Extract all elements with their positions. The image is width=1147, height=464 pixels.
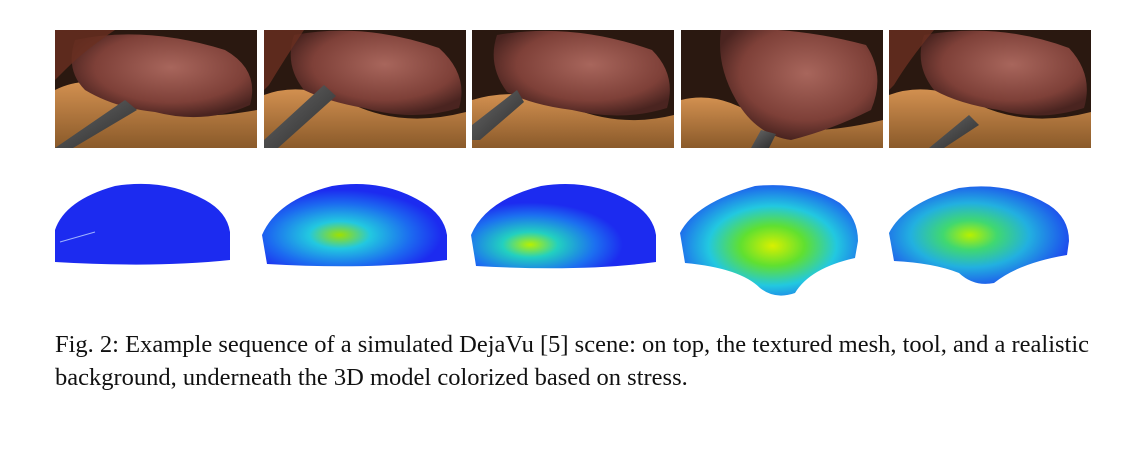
scene-frame-1 <box>55 30 257 148</box>
stress-frame-5 <box>889 183 1071 287</box>
scene-frame-3 <box>472 30 674 148</box>
scene-frame-2 <box>264 30 466 148</box>
figure-caption: Fig. 2: Example sequence of a simulated … <box>55 331 1090 391</box>
scene-frame-4 <box>681 30 883 148</box>
stress-frame-1 <box>55 180 235 268</box>
scene-frame-5 <box>889 30 1091 148</box>
stress-frame-3 <box>471 180 661 272</box>
stress-frame-2 <box>262 180 452 270</box>
stress-frame-4 <box>680 183 860 300</box>
